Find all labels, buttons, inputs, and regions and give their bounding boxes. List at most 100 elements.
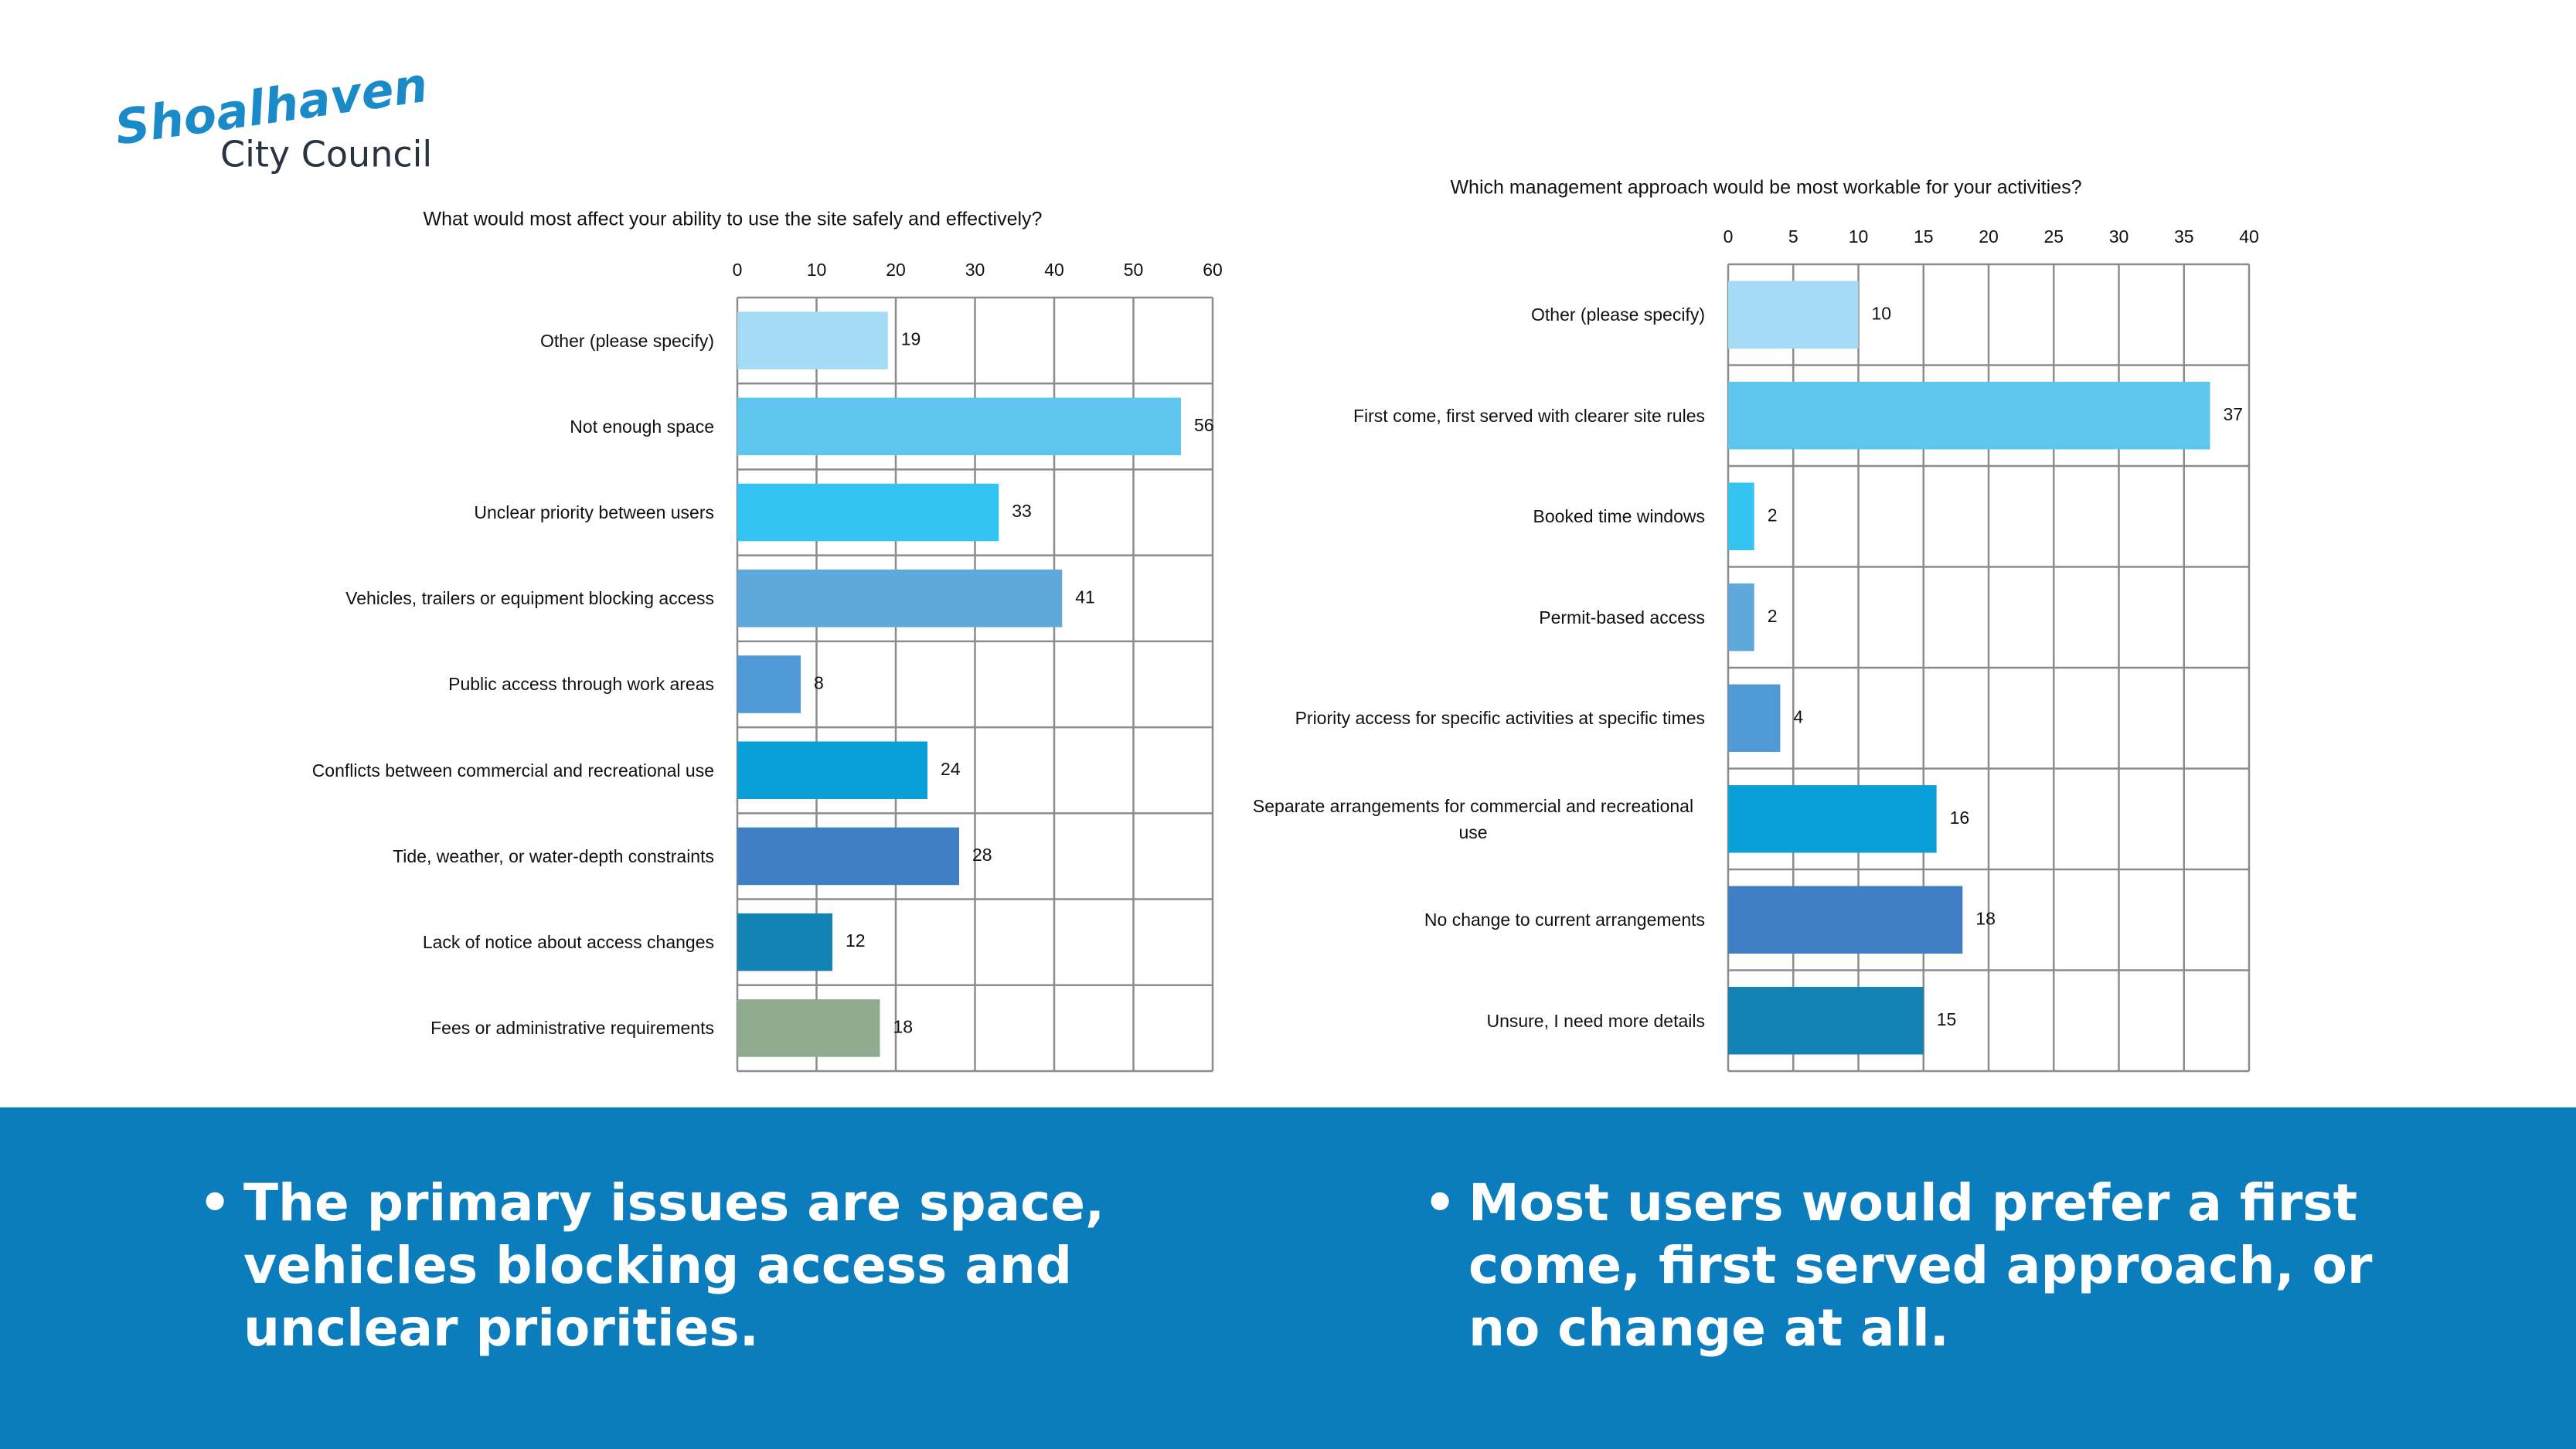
category-label-row: Unclear priority between users xyxy=(158,469,714,555)
x-tick-label: 30 xyxy=(2109,226,2129,247)
category-label-row: Fees or administrative requirements xyxy=(158,985,714,1071)
x-tick-label: 5 xyxy=(1788,226,1798,247)
value-label: 15 xyxy=(1937,1009,1957,1029)
value-label: 33 xyxy=(1012,501,1032,521)
y-tick-label: Lack of notice about access changes xyxy=(422,932,714,953)
chart-title: What would most affect your ability to u… xyxy=(424,209,1043,230)
bar xyxy=(1728,583,1754,651)
value-label: 19 xyxy=(901,329,921,349)
category-label-box: Unclear priority between users xyxy=(158,469,714,555)
category-label-box: No change to current arrangements xyxy=(1241,869,1705,971)
value-label: 28 xyxy=(972,845,992,865)
bar xyxy=(737,311,888,369)
value-label: 4 xyxy=(1793,706,1803,726)
bar xyxy=(1728,886,1963,954)
category-label-box: Conflicts between commercial and recreat… xyxy=(158,727,714,813)
x-tick-label: 25 xyxy=(2043,226,2064,247)
value-label: 8 xyxy=(814,673,824,693)
category-label-row: No change to current arrangements xyxy=(1241,869,1705,971)
category-label-box: Booked time windows xyxy=(1241,466,1705,567)
value-label: 37 xyxy=(2223,404,2243,424)
y-tick-label: Conflicts between commercial and recreat… xyxy=(311,760,714,781)
category-label-row: Not enough space xyxy=(158,383,714,469)
value-label: 10 xyxy=(1872,303,1892,323)
value-label: 56 xyxy=(1194,415,1214,435)
x-tick-label: 20 xyxy=(1979,226,1999,247)
category-label-box: Fees or administrative requirements xyxy=(158,985,714,1071)
category-label-box: Priority access for specific activities … xyxy=(1241,668,1705,769)
y-tick-label: Public access through work areas xyxy=(448,674,714,695)
x-tick-label: 60 xyxy=(1203,260,1223,280)
bar xyxy=(1728,482,1754,550)
x-tick-label: 10 xyxy=(1849,226,1869,247)
bar xyxy=(1728,785,1937,853)
category-label-box: Unsure, I need more details xyxy=(1241,971,1705,1072)
bar xyxy=(737,741,927,799)
category-label-box: Separate arrangements for commercial and… xyxy=(1241,769,1705,870)
y-tick-label: First come, first served with clearer si… xyxy=(1353,405,1705,426)
y-tick-label: Other (please specify) xyxy=(1531,304,1705,325)
bar xyxy=(737,999,880,1057)
category-label-row: Priority access for specific activities … xyxy=(1241,668,1705,769)
category-label-box: Not enough space xyxy=(158,383,714,469)
category-label-row: Permit-based access xyxy=(1241,567,1705,668)
y-tick-label: Fees or administrative requirements xyxy=(430,1018,714,1039)
value-label: 18 xyxy=(1975,908,1996,928)
y-tick-label: No change to current arrangements xyxy=(1424,910,1705,930)
bar xyxy=(737,570,1063,628)
y-tick-label: Priority access for specific activities … xyxy=(1295,708,1705,729)
x-tick-label: 40 xyxy=(2239,226,2259,247)
value-label: 2 xyxy=(1768,606,1778,626)
category-label-box: Permit-based access xyxy=(1241,567,1705,668)
y-tick-label: Permit-based access xyxy=(1539,607,1705,628)
bar xyxy=(737,655,801,713)
category-label-box: Lack of notice about access changes xyxy=(158,900,714,985)
bullet: Most users would prefer a first come, fi… xyxy=(1424,1172,2442,1359)
x-tick-label: 35 xyxy=(2174,226,2194,247)
bar xyxy=(1728,987,1924,1055)
category-label-row: Tide, weather, or water-depth constraint… xyxy=(158,813,714,899)
y-tick-label: Unclear priority between users xyxy=(474,502,714,523)
x-tick-label: 10 xyxy=(807,260,827,280)
value-label: 12 xyxy=(846,930,866,951)
value-label: 2 xyxy=(1768,505,1778,525)
category-label-row: Lack of notice about access changes xyxy=(158,900,714,985)
bar xyxy=(737,913,832,971)
x-tick-label: 20 xyxy=(886,260,906,280)
category-label-row: Public access through work areas xyxy=(158,641,714,727)
bar xyxy=(737,483,999,542)
category-label-row: Separate arrangements for commercial and… xyxy=(1241,769,1705,870)
category-label-row: Booked time windows xyxy=(1241,466,1705,567)
category-label-row: First come, first served with clearer si… xyxy=(1241,366,1705,467)
y-tick-label: Other (please specify) xyxy=(540,330,714,351)
logo-subtitle: City Council xyxy=(220,134,432,175)
x-tick-label: 50 xyxy=(1124,260,1144,280)
bar xyxy=(1728,382,2210,450)
value-label: 41 xyxy=(1075,587,1095,607)
category-label-box: First come, first served with clearer si… xyxy=(1241,366,1705,467)
category-label-box: Tide, weather, or water-depth constraint… xyxy=(158,813,714,899)
category-label-box: Vehicles, trailers or equipment blocking… xyxy=(158,556,714,641)
y-tick-label: Tide, weather, or water-depth constraint… xyxy=(393,845,714,866)
y-tick-label: Unsure, I need more details xyxy=(1486,1010,1705,1031)
category-label-row: Other (please specify) xyxy=(158,298,714,383)
y-tick-label: Not enough space xyxy=(570,416,714,437)
value-label: 18 xyxy=(893,1016,914,1036)
charts: Shoalhaven City Council What would most … xyxy=(111,56,2259,1073)
bar xyxy=(1728,281,1859,349)
x-tick-label: 30 xyxy=(965,260,985,280)
x-tick-label: 15 xyxy=(1914,226,1934,247)
y-tick-label: Booked time windows xyxy=(1533,506,1705,527)
y-tick-label: Vehicles, trailers or equipment blocking… xyxy=(345,588,714,609)
category-label-box: Other (please specify) xyxy=(1531,304,1705,325)
y-tick-label: Separate arrangements for commercial and… xyxy=(1252,795,1694,842)
x-tick-label: 40 xyxy=(1044,260,1064,280)
bar xyxy=(737,397,1181,456)
value-label: 24 xyxy=(941,759,961,779)
category-label-row: Vehicles, trailers or equipment blocking… xyxy=(158,556,714,641)
category-label-row: Conflicts between commercial and recreat… xyxy=(158,727,714,813)
bar xyxy=(1728,684,1781,752)
chart-title: Which management approach would be most … xyxy=(1450,177,2081,199)
category-label-row: Unsure, I need more details xyxy=(1241,971,1705,1072)
